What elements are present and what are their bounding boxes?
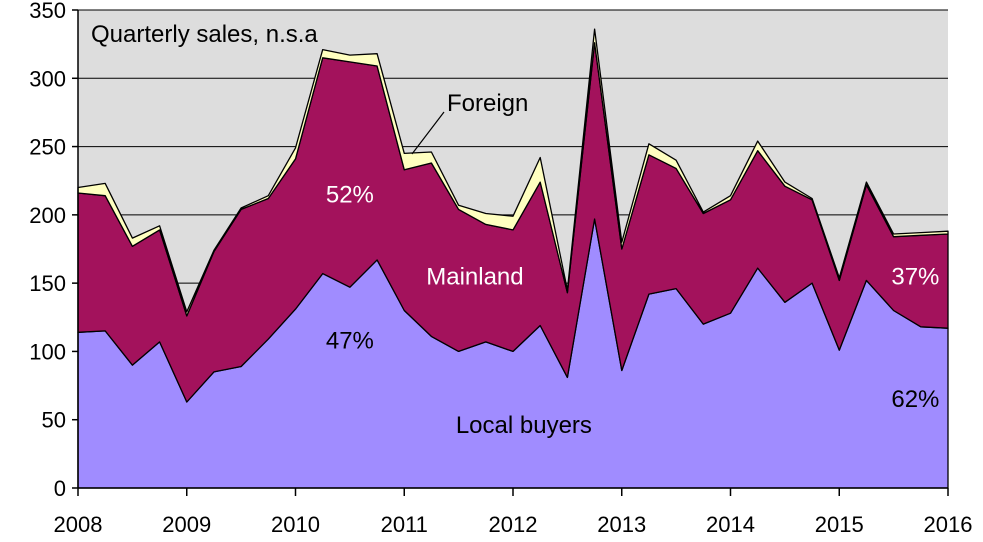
- y-tick-label-0: 0: [54, 476, 66, 501]
- foreign-leader-line: [411, 111, 445, 155]
- x-tick-label-2008: 2008: [54, 512, 103, 537]
- y-axis-ticks: 0 50 100 150 200 250 300 350: [29, 0, 78, 501]
- x-tick-label-2012: 2012: [489, 512, 538, 537]
- x-tick-label-2014: 2014: [706, 512, 755, 537]
- local-share-2015-label: 62%: [891, 386, 939, 413]
- local-share-2010-label: 47%: [326, 328, 374, 355]
- mainland-share-2015-label: 37%: [891, 263, 939, 290]
- foreign-label: Foreign: [447, 90, 528, 117]
- mainland-share-2010-label: 52%: [326, 181, 374, 208]
- x-tick-label-2010: 2010: [271, 512, 320, 537]
- y-tick-label-150: 150: [29, 271, 66, 296]
- local-buyers-label: Local buyers: [456, 412, 592, 439]
- x-tick-label-2016: 2016: [924, 512, 973, 537]
- y-tick-label-350: 350: [29, 0, 66, 23]
- y-tick-label-200: 200: [29, 203, 66, 228]
- mainland-label: Mainland: [426, 263, 523, 290]
- y-tick-label-50: 50: [42, 408, 66, 433]
- y-tick-label-100: 100: [29, 339, 66, 364]
- foreign-area: [77, 28, 949, 317]
- y-tick-label-300: 300: [29, 66, 66, 91]
- chart-title: Quarterly sales, n.s.a: [91, 21, 318, 48]
- x-axis-ticks: 2008 2009 2010 2011 2012 2013 2014 2015 2016: [54, 488, 973, 537]
- x-tick-label-2015: 2015: [815, 512, 864, 537]
- y-tick-label-250: 250: [29, 135, 66, 160]
- x-tick-label-2009: 2009: [162, 512, 211, 537]
- series-areas: [77, 28, 949, 489]
- x-tick-label-2013: 2013: [597, 512, 646, 537]
- x-tick-label-2011: 2011: [381, 512, 428, 537]
